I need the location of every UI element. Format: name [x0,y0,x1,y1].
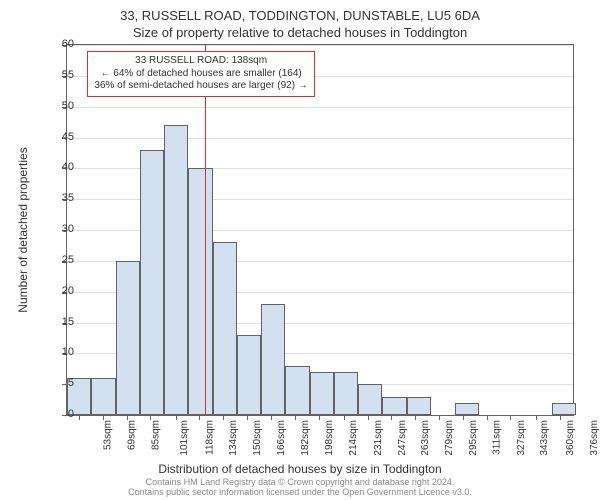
x-tick-mark [368,415,369,420]
tooltip-line1: 33 RUSSELL ROAD: 138sqm [94,55,307,68]
x-tick-label: 263sqm [421,420,432,456]
x-tick-label: 166sqm [276,420,287,456]
x-tick-label: 247sqm [397,420,408,456]
reference-line [205,45,206,415]
y-tick-label: 15 [62,316,74,328]
x-tick-mark [319,415,320,420]
x-tick-label: 53sqm [102,420,113,450]
gridline [67,138,573,139]
x-tick-label: 85sqm [150,420,161,450]
x-tick-label: 214sqm [348,420,359,456]
chart-plot-area: 33 RUSSELL ROAD: 138sqm ← 64% of detache… [66,44,574,416]
y-tick-label: 40 [62,161,74,173]
y-tick-label: 45 [62,131,74,143]
x-tick-label: 311sqm [491,420,502,455]
tooltip-line3: 36% of semi-detached houses are larger (… [94,80,307,93]
x-tick-label: 279sqm [444,420,455,456]
histogram-bar [140,150,164,415]
x-tick-mark [295,415,296,420]
x-tick-mark [391,415,392,420]
x-tick-label: 69sqm [126,420,137,450]
x-tick-label: 231sqm [373,420,384,456]
x-tick-mark [560,415,561,420]
histogram-bar [310,372,334,415]
x-tick-label: 376sqm [589,420,600,456]
y-tick-label: 0 [68,408,74,420]
y-axis-label: Number of detached properties [16,65,30,230]
x-tick-mark [223,415,224,420]
histogram-bar [237,335,261,415]
copyright-line2: Contains public sector information licen… [12,488,588,498]
y-tick-label: 30 [62,223,74,235]
histogram-bar [455,403,479,415]
x-tick-label: 360sqm [565,420,576,456]
x-tick-mark [439,415,440,420]
histogram-bar [285,366,309,415]
x-tick-label: 198sqm [324,420,335,456]
x-axis-label: Distribution of detached houses by size … [12,462,588,476]
histogram-bar [188,168,212,415]
histogram-bar [213,242,237,415]
x-tick-label: 134sqm [229,420,240,456]
y-tick-label: 25 [62,254,74,266]
y-tick-label: 35 [62,192,74,204]
x-tick-label: 101sqm [179,420,190,456]
histogram-bar [91,378,115,415]
x-tick-mark [463,415,464,420]
x-tick-label: 343sqm [540,420,551,456]
histogram-bar [261,304,285,415]
y-tick-label: 60 [62,38,74,50]
histogram-bar [382,397,406,416]
y-tick-label: 50 [62,100,74,112]
x-tick-mark [415,415,416,420]
x-tick-label: 327sqm [516,420,527,456]
x-tick-label: 118sqm [204,420,215,455]
x-tick-mark [199,415,200,420]
histogram-bar [164,125,188,415]
x-tick-label: 295sqm [468,420,479,456]
y-tick-label: 55 [62,69,74,81]
x-tick-mark [176,415,177,420]
gridline [67,107,573,108]
chart-title-line2: Size of property relative to detached ho… [12,25,588,40]
x-tick-label: 150sqm [252,420,263,456]
gridline [67,45,573,46]
x-tick-mark [510,415,511,420]
y-tick-label: 5 [68,377,74,389]
histogram-bar [334,372,358,415]
histogram-bar [407,397,431,416]
histogram-bar [116,261,140,415]
chart-title-line1: 33, RUSSELL ROAD, TODDINGTON, DUNSTABLE,… [12,8,588,23]
x-tick-mark [344,415,345,420]
x-tick-label: 182sqm [300,420,311,456]
copyright-notice: Contains HM Land Registry data © Crown c… [12,478,588,498]
x-tick-mark [247,415,248,420]
y-tick-label: 10 [62,346,74,358]
x-tick-mark [487,415,488,420]
y-tick-mark [62,415,67,416]
x-tick-mark [271,415,272,420]
tooltip-line2: ← 64% of detached houses are smaller (16… [94,68,307,81]
histogram-bar [552,403,576,415]
x-tick-mark [536,415,537,420]
y-tick-label: 20 [62,285,74,297]
histogram-bar [358,384,382,415]
x-tick-mark [79,415,80,420]
reference-tooltip: 33 RUSSELL ROAD: 138sqm ← 64% of detache… [87,51,314,97]
